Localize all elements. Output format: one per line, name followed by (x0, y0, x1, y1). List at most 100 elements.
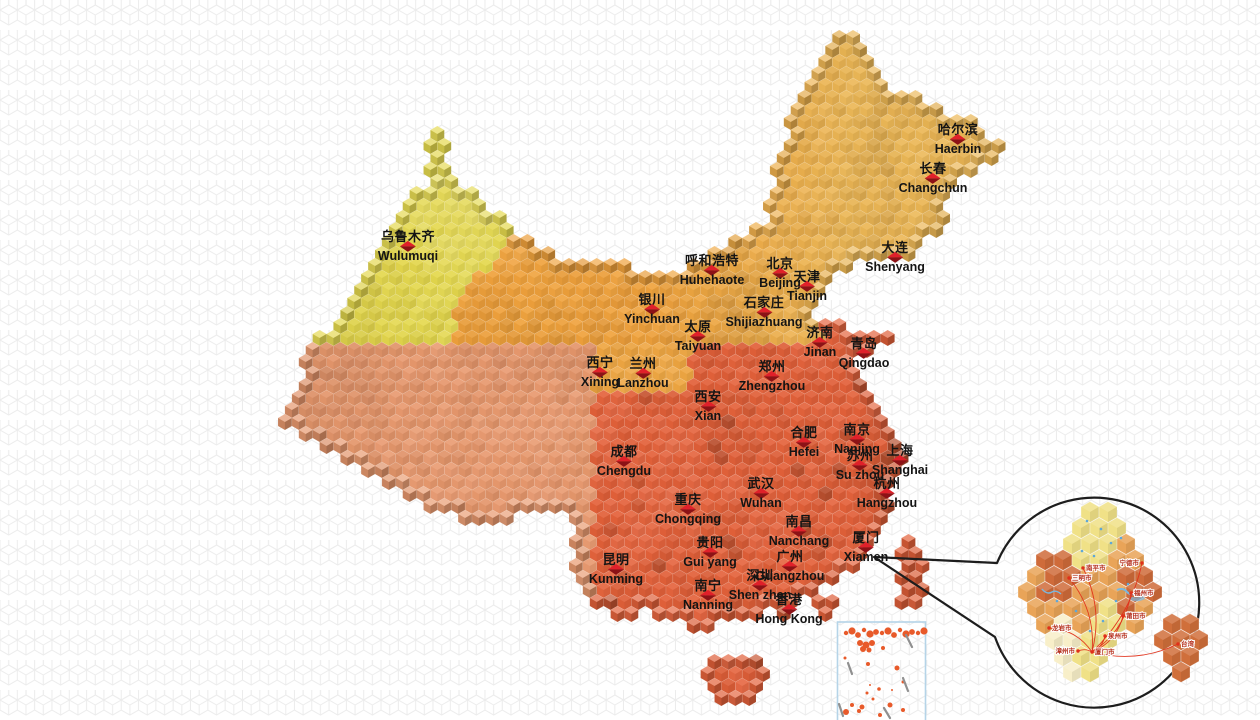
city-name-zh: 苏州 (846, 447, 874, 463)
city-name-zh: 银川 (638, 291, 666, 307)
city-pin-shenyang[interactable]: 大连 Shenyang (865, 241, 925, 274)
city-pin-nanning[interactable]: 南宁 Nanning (683, 579, 733, 612)
inset-city-label: 三明市 (1072, 573, 1092, 582)
city-pin-haerbin[interactable]: 哈尔滨 Haerbin (935, 123, 982, 156)
city-name-zh: 重庆 (674, 491, 702, 507)
city-name-zh: 天津 (793, 268, 821, 284)
city-name-en: Nanjing (834, 441, 880, 456)
city-name-en: Jinan (803, 344, 837, 359)
city-name-zh: 贵阳 (696, 534, 724, 550)
city-marker-icon (925, 172, 941, 184)
city-name-zh: 呼和浩特 (684, 252, 739, 268)
city-pin-changchun[interactable]: 长春 Changchun (899, 162, 968, 195)
city-name-zh: 西安 (694, 388, 722, 404)
city-name-en: Gui yang (683, 554, 737, 569)
city-pin-hong-kong[interactable]: 香港 Hong Kong (755, 593, 822, 626)
city-name-en: Nanchang (768, 533, 830, 548)
city-name-en: Nanning (683, 597, 733, 612)
city-name-en: Wulumuqi (377, 248, 439, 263)
city-marker-icon (643, 303, 660, 315)
city-pin-chongqing[interactable]: 重庆 Chongqing (655, 493, 721, 526)
city-pin-huhehaote[interactable]: 呼和浩特 Huhehaote (680, 254, 745, 287)
city-name-en: Qingdao (838, 355, 890, 370)
city-marker-icon (771, 267, 788, 279)
city-pin-su-zhou[interactable]: 苏州 Su zhou (836, 449, 885, 482)
inset-city-label: 南平市 (1086, 563, 1106, 572)
city-name-zh: 合肥 (790, 424, 818, 440)
city-pin-shen-zhen[interactable]: 深圳 Shen zhen (729, 569, 792, 602)
city-pin-kunming[interactable]: 昆明 Kunming (589, 553, 643, 586)
city-name-en: Tianjin (786, 288, 828, 303)
city-name-zh: 太原 (684, 318, 712, 334)
city-name-zh: 乌鲁木齐 (380, 228, 435, 244)
inset-city-label: 龙岩市 (1051, 623, 1072, 632)
city-name-zh: 兰州 (629, 355, 657, 371)
city-name-en: Hefei (788, 444, 820, 459)
city-name-zh: 长春 (919, 160, 947, 176)
city-name-en: Hangzhou (856, 495, 918, 510)
city-name-en: Guangzhou (755, 568, 825, 583)
city-pin-jinan[interactable]: 济南 Jinan (804, 326, 837, 359)
city-name-zh: 广州 (776, 548, 804, 564)
city-name-zh: 哈尔滨 (937, 121, 979, 137)
city-name-zh: 武汉 (747, 475, 775, 491)
city-pin-tianjin[interactable]: 天津 Tianjin (787, 270, 827, 303)
city-marker-icon (795, 436, 812, 448)
city-pin-lanzhou[interactable]: 兰州 Lanzhou (617, 357, 668, 390)
magnifier-callout (872, 496, 1201, 709)
city-pin-shanghai[interactable]: 上海 Shanghai (872, 444, 928, 477)
city-pin-nanjing[interactable]: 南京 Nanjing (834, 423, 880, 456)
city-marker-icon (812, 336, 828, 348)
city-pin-qingdao[interactable]: 青岛 Qingdao (839, 337, 890, 370)
city-pin-gui-yang[interactable]: 贵阳 Gui yang (683, 536, 736, 569)
city-marker-icon (756, 306, 772, 318)
inset-city-label: 泉州市 (1108, 631, 1128, 640)
city-marker-icon (851, 459, 868, 471)
city-pin-yinchuan[interactable]: 银川 Yinchuan (624, 293, 680, 326)
city-pin-xian[interactable]: 西安 Xian (694, 390, 721, 423)
city-name-en: Beijing (759, 275, 801, 290)
city-name-en: Xian (694, 408, 722, 423)
city-marker-icon (791, 525, 807, 537)
city-name-zh: 西宁 (586, 354, 614, 370)
inset-city-label: 漳州市 (1056, 646, 1076, 655)
city-name-zh: 昆明 (602, 551, 630, 567)
city-pin-zhengzhou[interactable]: 郑州 Zhengzhou (739, 360, 806, 393)
city-pin-xining[interactable]: 西宁 Xining (581, 356, 619, 389)
city-name-zh: 南宁 (694, 577, 722, 593)
city-pin-guangzhou[interactable]: 广州 Guangzhou (756, 550, 825, 583)
city-pin-taiyuan[interactable]: 太原 Taiyuan (675, 320, 721, 353)
city-marker-icon (891, 454, 908, 466)
city-pin-xiamen[interactable]: 厦门 Xiamen (844, 531, 888, 564)
city-pin-shijiazhuang[interactable]: 石家庄 Shijiazhuang (725, 296, 802, 329)
city-marker-icon (799, 280, 815, 292)
city-pin-hangzhou[interactable]: 杭州 Hangzhou (857, 477, 917, 510)
city-name-en: Zhengzhou (738, 378, 806, 393)
city-marker-icon (878, 487, 895, 499)
south-china-sea-inset (836, 621, 928, 720)
city-pin-beijing[interactable]: 北京 Beijing (759, 257, 801, 290)
city-pin-wuhan[interactable]: 武汉 Wuhan (740, 477, 781, 510)
city-marker-icon (701, 546, 718, 558)
city-pin-wulumuqi[interactable]: 乌鲁木齐 Wulumuqi (378, 230, 438, 263)
city-name-en: Shenyang (865, 259, 925, 274)
city-name-zh: 上海 (886, 442, 914, 458)
hex-tiles (277, 29, 1006, 707)
city-name-en: Wuhan (740, 495, 782, 510)
city-name-en: Xiamen (843, 549, 889, 564)
city-name-zh: 济南 (806, 324, 834, 340)
city-marker-icon (690, 330, 706, 342)
city-marker-icon (764, 370, 780, 382)
city-name-zh: 成都 (610, 443, 638, 459)
city-marker-icon (704, 264, 720, 276)
city-pin-nanchang[interactable]: 南昌 Nanchang (769, 515, 829, 548)
city-pin-chengdu[interactable]: 成都 Chengdu (597, 445, 651, 478)
city-pin-hefei[interactable]: 合肥 Hefei (789, 426, 820, 459)
city-name-zh: 厦门 (852, 529, 880, 545)
city-marker-icon (700, 589, 716, 601)
city-name-en: Shanghai (871, 462, 929, 477)
city-name-zh: 石家庄 (743, 294, 785, 310)
city-marker-icon (858, 541, 874, 553)
inset-city-label: 福州市 (1133, 588, 1154, 597)
city-marker-icon (781, 603, 797, 615)
